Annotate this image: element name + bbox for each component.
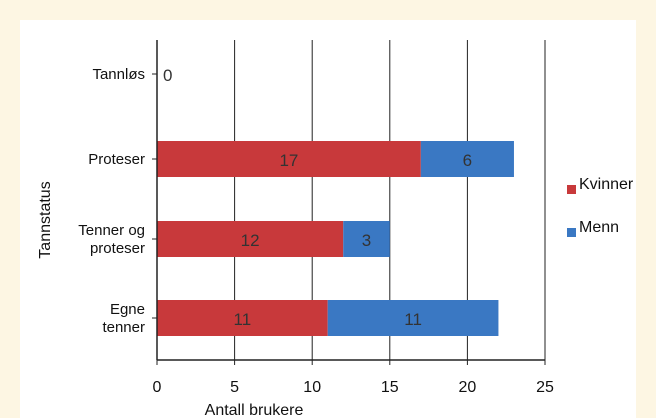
bar-kvinner-1 <box>157 141 421 177</box>
category-label: Tenner og proteser <box>78 222 145 257</box>
category-label: Proteser <box>88 151 145 168</box>
bar-label-zero: 0 <box>163 66 172 85</box>
category-label: Tannløs <box>92 66 145 83</box>
bar-label-menn-3: 11 <box>404 310 422 329</box>
legend-swatch-menn <box>567 228 576 237</box>
x-tick-label: 5 <box>230 379 239 396</box>
bar-value-labels: 0 17 6 12 3 11 11 <box>163 66 472 329</box>
x-tick-label: 10 <box>303 379 321 396</box>
bar-label-menn-1: 6 <box>463 151 472 170</box>
category-label: Egne tenner <box>102 301 145 336</box>
x-tick-label: 0 <box>153 379 162 396</box>
bar-label-kvinner-1: 17 <box>279 151 298 170</box>
category-labels: Tannløs Proteser Tenner og proteser Egne tenn… <box>78 66 145 336</box>
bar-menn-1 <box>420 141 514 177</box>
x-tick-labels: 0 5 10 15 20 25 <box>153 379 554 396</box>
bar-kvinner-3 <box>157 300 328 336</box>
bar-menn-2 <box>343 221 390 257</box>
bar-menn-3 <box>327 300 499 336</box>
legend-swatch-kvinner <box>567 185 576 194</box>
x-tick-label: 15 <box>381 379 399 396</box>
bar-label-kvinner-3: 11 <box>234 310 252 329</box>
bar-label-kvinner-2: 12 <box>241 231 260 250</box>
x-axis-title: Antall brukere <box>205 402 304 418</box>
stacked-bar-chart: 0 17 6 12 3 11 11 0 5 10 15 20 25 Tannløs Proteser Te… <box>37 40 634 418</box>
x-tick-label: 20 <box>459 379 477 396</box>
bar-label-menn-2: 3 <box>362 231 371 250</box>
chart-panel: 0 17 6 12 3 11 11 0 5 10 15 20 25 Tannløs Proteser Te… <box>20 20 636 418</box>
axes <box>152 40 546 365</box>
legend-label-menn: Menn <box>579 219 619 236</box>
y-axis-title: Tannstatus <box>37 181 54 258</box>
legend: Kvinner Menn <box>567 176 634 237</box>
x-tick-label: 25 <box>536 379 554 396</box>
legend-label-kvinner: Kvinner <box>579 176 634 193</box>
bar-kvinner-2 <box>157 221 344 257</box>
bars <box>157 141 514 336</box>
